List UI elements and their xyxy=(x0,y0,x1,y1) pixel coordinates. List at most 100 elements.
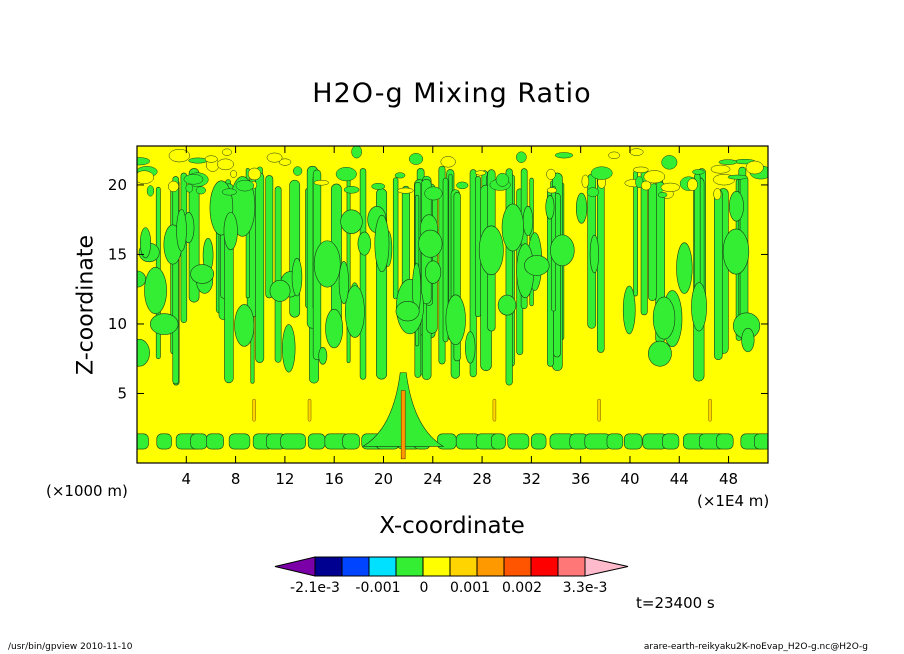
anomaly-blob-top xyxy=(581,174,590,188)
colorbar-cell xyxy=(395,556,424,577)
anomaly-blob-top xyxy=(351,146,362,159)
anomaly-blob-top xyxy=(546,168,556,180)
anomaly-blob-top xyxy=(456,181,469,190)
anomaly-blob xyxy=(282,324,296,373)
anomaly-streak xyxy=(714,189,723,361)
anomaly-blob xyxy=(139,227,152,259)
anomaly-blob xyxy=(144,267,167,315)
anomaly-streak xyxy=(633,170,638,297)
anomaly-blob xyxy=(344,285,365,338)
x-unit-left: (×1000 m) xyxy=(46,482,128,500)
anomaly-low-band xyxy=(584,433,611,450)
x-axis-label: X-coordinate xyxy=(379,513,525,539)
time-label: t=23400 s xyxy=(636,594,715,612)
anomaly-spike xyxy=(492,398,497,422)
anomaly-blob xyxy=(150,313,179,335)
anomaly-streak xyxy=(640,168,648,316)
anomaly-blob-top xyxy=(168,148,191,163)
anomaly-blob-top xyxy=(188,157,208,164)
anomaly-low-band xyxy=(206,433,224,450)
anomaly-blob-top xyxy=(335,167,357,182)
anomaly-blob-top xyxy=(718,159,738,165)
anomaly-blob-top xyxy=(516,151,527,163)
anomaly-blob-top xyxy=(745,160,764,175)
colorbar: -2.1e-3 -0.001 0 0.001 0.002 3.3e-3 xyxy=(274,556,629,596)
anomaly-blob-top xyxy=(710,164,731,174)
anomaly-streak xyxy=(265,175,274,299)
anomaly-blob xyxy=(190,264,215,284)
anomaly-blob xyxy=(622,285,636,335)
x-tick-label: 44 xyxy=(670,470,689,488)
anomaly-blob-top xyxy=(397,187,414,194)
anomaly-blob xyxy=(340,209,363,234)
colorbar-label: 0.001 xyxy=(450,580,490,596)
anomaly-blob-top xyxy=(440,156,456,168)
anomaly-blob xyxy=(325,308,344,349)
anomaly-blob-top xyxy=(713,188,722,201)
y-tick-label: 20 xyxy=(108,176,127,194)
anomaly-low-band xyxy=(662,433,680,450)
anomaly-low-band xyxy=(280,433,306,450)
colorbar-label: 0 xyxy=(420,580,429,596)
anomaly-low-band xyxy=(137,433,149,450)
anomaly-blob-top xyxy=(146,185,155,197)
anomaly-blob xyxy=(424,260,442,284)
anomaly-streak xyxy=(274,186,282,363)
anomaly-blob xyxy=(522,205,534,236)
x-tick-label: 20 xyxy=(374,470,393,488)
anomaly-low-band xyxy=(437,433,457,450)
anomaly-blob xyxy=(478,225,504,276)
x-tick-label: 28 xyxy=(473,470,492,488)
colorbar-cell xyxy=(341,556,370,577)
anomaly-blob-top xyxy=(217,158,234,171)
anomaly-blob-top xyxy=(247,167,262,181)
anomaly-blob-top xyxy=(278,158,292,166)
anomaly-blob-top xyxy=(235,179,255,192)
colorbar-label: -2.1e-3 xyxy=(290,580,340,596)
footer-right: arare-earth-reikyaku2K-noEvap_H2O-g.nc@H… xyxy=(643,642,868,652)
anomaly-blob-top xyxy=(660,182,680,192)
x-tick-label: 48 xyxy=(719,470,738,488)
anomaly-blob xyxy=(589,234,599,274)
anomaly-blob-top xyxy=(692,169,705,175)
anomaly-blob-top xyxy=(408,153,424,165)
anomaly-streak xyxy=(359,168,367,380)
anomaly-spike xyxy=(597,398,601,422)
colorbar-label: 3.3e-3 xyxy=(563,580,608,596)
colorbar-triangle-right xyxy=(584,556,629,577)
anomaly-blob xyxy=(575,192,588,224)
anomaly-spike xyxy=(708,398,712,422)
anomaly-blob-top xyxy=(313,179,329,186)
anomaly-blob-top xyxy=(137,170,155,185)
anomaly-streak xyxy=(172,176,179,385)
anomaly-blob-top xyxy=(292,166,303,176)
anomaly-blob xyxy=(338,260,349,305)
anomaly-low-band xyxy=(530,433,547,450)
x-axis-ticks: 4 8 12 16 20 24 28 32 36 40 44 48 xyxy=(182,146,738,488)
anomaly-blob xyxy=(374,214,390,273)
anomaly-blob xyxy=(501,203,524,252)
colorbar-cell xyxy=(449,556,478,577)
colorbar-cell xyxy=(530,556,559,577)
anomaly-blob xyxy=(741,327,755,353)
anomaly-blob-top xyxy=(633,166,649,174)
x-tick-label: 16 xyxy=(325,470,344,488)
anomaly-blob-top xyxy=(185,183,194,193)
anomaly-blob-top xyxy=(475,170,487,176)
anomaly-blob xyxy=(545,194,555,220)
anomaly-low-band xyxy=(228,433,251,450)
anomaly-streak xyxy=(648,181,657,302)
anomaly-blob xyxy=(313,240,341,288)
y-tick-label: 15 xyxy=(108,245,127,263)
anomaly-blob-top xyxy=(586,187,599,198)
anomaly-low-band xyxy=(507,433,530,450)
footer-left: /usr/bin/gpview 2010-11-10 xyxy=(8,642,133,652)
anomaly-blob xyxy=(223,212,238,251)
x-tick-label: 24 xyxy=(423,470,442,488)
anomaly-blob-top xyxy=(221,148,232,156)
anomaly-low-band xyxy=(342,433,360,450)
anomaly-low-band xyxy=(754,433,768,450)
anomaly-blob-top xyxy=(629,148,644,156)
anomaly-blob-top xyxy=(546,187,557,194)
